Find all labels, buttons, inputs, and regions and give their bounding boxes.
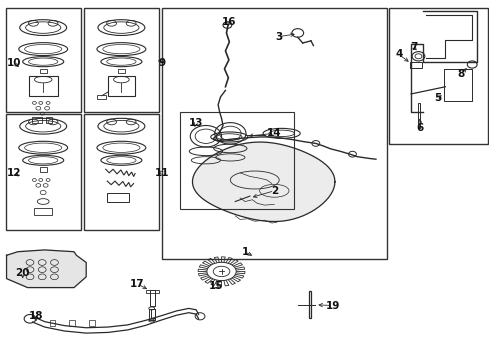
Bar [49,320,55,326]
Text: 12: 12 [7,168,22,178]
Bar [32,117,42,123]
Bar [34,208,52,215]
Text: 7: 7 [410,42,417,51]
Bar [46,117,52,123]
Bar [97,95,106,99]
Text: 2: 2 [270,186,278,196]
Text: 14: 14 [267,129,282,138]
Bar [5,114,81,230]
Bar [150,291,155,306]
Text: 10: 10 [7,58,22,68]
Bar [108,76,135,96]
Bar [180,112,294,209]
Bar [69,320,75,326]
Bar [89,320,95,326]
Text: 15: 15 [208,281,223,291]
Bar [84,8,159,112]
Bar [40,69,47,73]
Text: 17: 17 [130,279,145,289]
Bar [28,76,58,96]
Bar [118,69,125,73]
Text: 20: 20 [15,268,30,278]
Bar [151,309,155,318]
Bar [389,8,489,144]
Text: 5: 5 [434,93,441,103]
Bar [107,193,129,202]
Bar [309,291,312,318]
Bar [418,103,420,128]
Text: 1: 1 [242,247,248,257]
Text: 18: 18 [28,311,43,321]
Bar [149,309,155,320]
Text: 9: 9 [158,58,166,68]
Text: 8: 8 [457,69,465,79]
Polygon shape [193,142,335,221]
Bar [5,8,81,112]
Bar [410,62,422,68]
Polygon shape [6,250,86,288]
Text: 13: 13 [189,118,203,128]
Text: 16: 16 [222,17,237,27]
Bar [40,167,47,172]
Bar [162,8,387,259]
Text: 3: 3 [275,32,283,41]
Text: 4: 4 [395,49,403,59]
Text: 11: 11 [155,168,169,178]
Bar [84,114,159,230]
Text: 19: 19 [326,301,340,311]
Bar [147,291,159,293]
Text: 6: 6 [416,123,423,133]
